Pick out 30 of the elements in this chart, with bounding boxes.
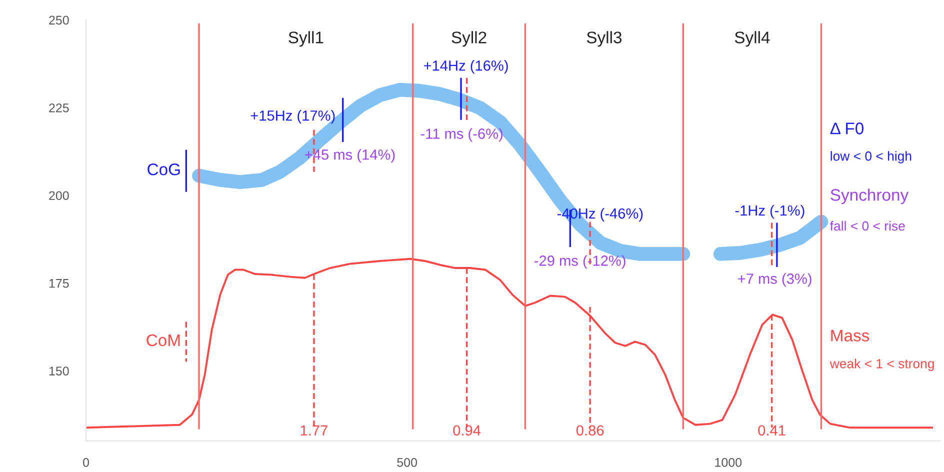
annotation: 0.86	[576, 425, 604, 436]
annotation: low < 0 < high	[830, 151, 912, 164]
annotation: +15Hz (17%)	[250, 110, 335, 124]
annotation: fall < 0 < rise	[830, 220, 905, 231]
annotation: Syll1	[288, 31, 324, 47]
y-tick-label: 175	[49, 279, 69, 288]
annotation: -11 ms (-6%)	[420, 128, 502, 142]
annotation: Syll2	[452, 31, 486, 47]
annotation: Δ F0	[830, 122, 864, 134]
annotation: +14Hz (16%)	[424, 60, 508, 74]
y-tick-label: 200	[49, 191, 69, 200]
series-label: CoM	[146, 334, 180, 346]
annotation: -1Hz (-1%)	[735, 204, 804, 219]
x-tick-label: 500	[397, 458, 418, 467]
annotation: 0.94	[453, 425, 481, 436]
y-tick-label: 150	[49, 366, 69, 376]
annotation: 0.41	[758, 425, 786, 436]
x-tick-label: 0	[83, 458, 89, 467]
annotation: Synchrony	[830, 188, 909, 204]
series-label: CoG	[148, 164, 180, 176]
annotation: weak < 1 < strong	[830, 358, 934, 371]
annotation: Mass	[831, 330, 870, 342]
x-tick-label: 1000	[715, 458, 742, 467]
annotation: Syll3	[586, 31, 622, 47]
annotation: -29 ms (-12%)	[534, 255, 626, 269]
annotation: +7 ms (3%)	[738, 273, 812, 287]
y-tick-label: 225	[49, 103, 69, 112]
annotation: 1.77	[300, 425, 328, 436]
y-tick-label: 250	[49, 16, 69, 25]
annotation: Syll4	[734, 31, 770, 47]
